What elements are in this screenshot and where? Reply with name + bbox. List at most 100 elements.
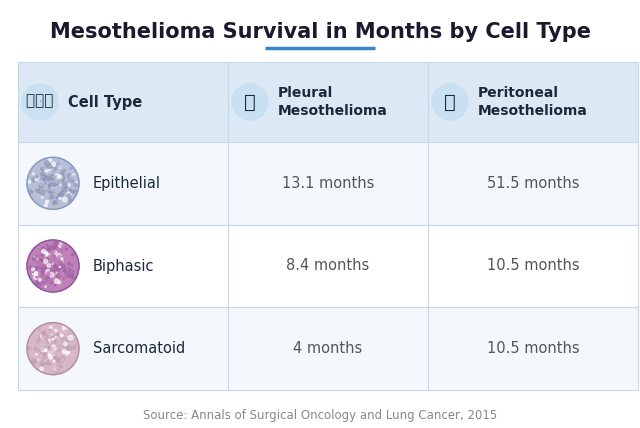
Circle shape: [54, 261, 56, 263]
Circle shape: [68, 333, 70, 336]
Circle shape: [54, 258, 59, 262]
Circle shape: [64, 268, 66, 270]
Circle shape: [51, 347, 54, 351]
Circle shape: [38, 187, 42, 191]
Circle shape: [35, 178, 38, 181]
Circle shape: [49, 279, 53, 284]
Circle shape: [40, 178, 41, 180]
Text: Pleural
Mesothelioma: Pleural Mesothelioma: [278, 86, 388, 118]
Circle shape: [36, 360, 38, 361]
Circle shape: [59, 167, 60, 168]
Circle shape: [35, 259, 36, 260]
Circle shape: [61, 366, 62, 367]
Circle shape: [42, 333, 47, 339]
Circle shape: [72, 173, 74, 176]
Circle shape: [45, 175, 48, 178]
Circle shape: [55, 345, 58, 348]
Circle shape: [52, 265, 57, 270]
Circle shape: [50, 258, 51, 259]
Circle shape: [54, 264, 56, 267]
Circle shape: [49, 326, 52, 329]
Circle shape: [52, 349, 56, 353]
Circle shape: [54, 180, 58, 184]
Circle shape: [68, 177, 70, 179]
Circle shape: [51, 348, 54, 351]
Circle shape: [62, 271, 65, 274]
Circle shape: [54, 354, 55, 355]
Circle shape: [52, 255, 56, 259]
Circle shape: [49, 190, 52, 193]
Circle shape: [49, 260, 54, 265]
Circle shape: [39, 189, 42, 191]
Circle shape: [68, 335, 73, 340]
Circle shape: [49, 363, 51, 365]
Circle shape: [38, 270, 40, 273]
Circle shape: [36, 167, 39, 170]
Circle shape: [34, 177, 36, 180]
Circle shape: [61, 340, 65, 344]
Circle shape: [62, 271, 66, 274]
Circle shape: [48, 158, 52, 162]
Circle shape: [46, 253, 51, 257]
Circle shape: [60, 172, 62, 175]
Circle shape: [28, 180, 31, 183]
Circle shape: [54, 366, 59, 371]
Circle shape: [29, 190, 33, 194]
Circle shape: [51, 195, 54, 199]
Circle shape: [52, 266, 55, 269]
Circle shape: [46, 339, 48, 342]
Circle shape: [49, 349, 54, 354]
Circle shape: [63, 278, 64, 279]
Circle shape: [51, 347, 54, 351]
Circle shape: [51, 334, 52, 335]
Bar: [228, 225, 428, 307]
Circle shape: [39, 329, 40, 330]
Text: Source: Annals of Surgical Oncology and Lung Cancer, 2015: Source: Annals of Surgical Oncology and …: [143, 408, 497, 422]
Circle shape: [48, 265, 51, 269]
Circle shape: [49, 355, 52, 359]
Circle shape: [56, 344, 58, 347]
Circle shape: [58, 264, 60, 266]
Circle shape: [72, 345, 73, 346]
Circle shape: [67, 278, 70, 282]
Circle shape: [41, 254, 44, 256]
Circle shape: [62, 184, 64, 185]
Text: 13.1 months: 13.1 months: [282, 176, 374, 191]
Circle shape: [68, 349, 70, 351]
Circle shape: [59, 361, 61, 364]
Circle shape: [47, 349, 51, 354]
Circle shape: [56, 338, 57, 339]
Circle shape: [68, 345, 72, 349]
Circle shape: [53, 266, 58, 270]
Circle shape: [54, 182, 56, 184]
Circle shape: [62, 171, 67, 176]
Circle shape: [51, 265, 54, 268]
Circle shape: [38, 279, 41, 281]
Circle shape: [40, 181, 44, 185]
Bar: [18, 225, 228, 307]
Circle shape: [59, 348, 63, 352]
Circle shape: [36, 345, 38, 348]
Circle shape: [51, 347, 55, 351]
Circle shape: [55, 183, 58, 186]
Circle shape: [47, 272, 49, 274]
Circle shape: [51, 350, 52, 351]
Circle shape: [54, 257, 58, 261]
Circle shape: [71, 259, 74, 263]
Circle shape: [61, 247, 63, 249]
Circle shape: [35, 266, 38, 270]
Circle shape: [42, 360, 44, 361]
Circle shape: [46, 170, 51, 175]
Circle shape: [68, 199, 72, 202]
Text: Biphasic: Biphasic: [93, 259, 154, 273]
Circle shape: [40, 196, 43, 199]
Circle shape: [70, 190, 72, 193]
Text: Sarcomatoid: Sarcomatoid: [93, 341, 185, 356]
Circle shape: [52, 265, 54, 267]
Circle shape: [49, 268, 52, 272]
Circle shape: [69, 342, 74, 346]
Circle shape: [33, 275, 38, 279]
Circle shape: [63, 350, 67, 354]
Circle shape: [66, 337, 70, 342]
Circle shape: [44, 259, 48, 263]
